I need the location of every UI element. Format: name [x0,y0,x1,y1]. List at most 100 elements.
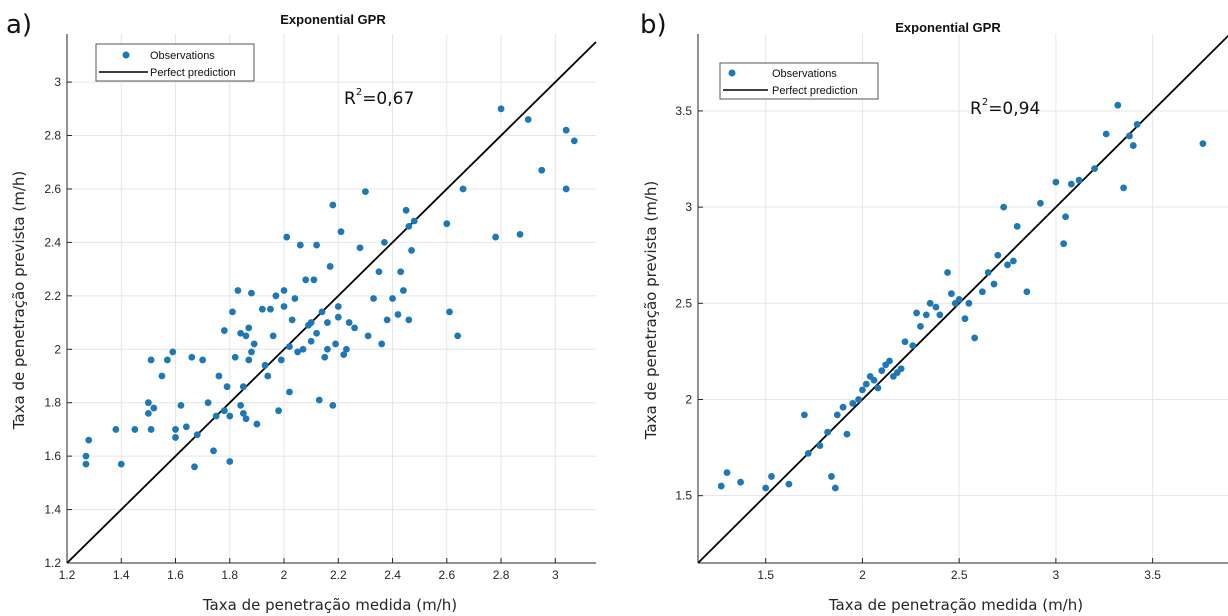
observation-point [177,401,185,409]
observation-point [1000,203,1008,211]
observation-point [913,309,921,317]
x-tick-label: 2.2 [330,568,347,582]
panel-b-label: b) [640,10,667,40]
observation-point [524,116,532,123]
observation-point [443,220,451,228]
observation-point [296,241,304,249]
observation-point [402,206,410,214]
perfect-prediction-line-layer [697,34,1228,564]
observation-point [1013,222,1021,230]
observation-point [277,356,285,364]
observation-point [862,380,870,388]
observation-point [261,361,269,369]
observation-point [117,460,125,468]
plot-background [67,34,596,563]
observation-point [397,268,405,276]
observation-point [239,409,247,417]
observation-point [405,222,413,230]
observation-point [302,276,310,284]
observation-point [926,299,934,307]
observation-point [971,334,979,342]
observation-point [258,305,266,313]
y-tick-label: 3.5 [675,104,692,118]
perfect-prediction-line [66,41,597,564]
observation-point [269,332,277,340]
legend-perfect-label: Perfect prediction [772,85,858,97]
observation-point [324,319,331,326]
observation-point [85,436,93,444]
observation-point [307,337,315,345]
observation-point [144,399,152,407]
observation-point [172,426,179,433]
observation-point [234,287,242,294]
observation-point [172,434,179,441]
observation-point [286,343,293,350]
observation-point [313,329,320,337]
observation-point [1062,213,1069,221]
observation-point [1067,180,1075,188]
observation-point [399,287,407,294]
observation-point [313,241,320,249]
observation-point [405,316,413,324]
observation-point [193,431,201,439]
observation-point [1023,288,1031,296]
observation-point [370,295,377,302]
observation-point [147,356,155,364]
observation-point [936,311,944,319]
chart-b: Exponential GPR 1.5 2 2.5 3 3.5 1.522.533.5 … [642,20,1228,614]
observation-point [310,276,318,284]
observation-point [990,280,998,288]
observations-points [717,101,1207,492]
observation-point [318,308,326,316]
observation-point [324,345,331,353]
observation-point [147,426,155,433]
observation-point [375,268,383,276]
observation-point [326,263,334,270]
observation-point [831,484,839,492]
y-tick-label: 2 [685,392,692,406]
observation-point [562,185,570,193]
observation-point [294,348,301,356]
observation-point [334,303,342,310]
observation-point [562,126,570,134]
y-tick-label: 2 [54,342,61,356]
observation-point [163,356,171,364]
observation-point [82,452,90,460]
observation-point [212,412,220,420]
observation-point [1009,257,1017,265]
observation-point [874,384,882,392]
observation-point [237,401,245,409]
chart-a: Exponential GPR 1.2 1.4 1.6 1.8 2 2.2 2.4 2.6 2.… [10,12,597,614]
observation-point [239,383,247,391]
observation-point [1199,140,1207,148]
r2-annotation: R2=0,94 [970,97,1040,119]
observation-point [859,386,866,394]
observation-point [82,460,90,468]
observation-point [332,340,339,348]
observation-point [828,473,835,480]
legend-observations-label: Observations [150,50,215,62]
observation-point [329,201,337,209]
observation-point [245,356,253,364]
observation-point [955,296,963,303]
observation-point [804,449,812,457]
observation-point [984,269,992,276]
x-tick-label: 1.2 [59,568,76,582]
observation-point [321,353,329,361]
observation-point [1052,178,1060,186]
x-tick-labels: 1.5 2 2.5 3 3.5 [757,568,1161,582]
observation-point [917,322,924,330]
observation-point [283,233,291,241]
x-tick-label: 1.8 [221,568,238,582]
observation-point [1133,121,1141,128]
observation-point [220,327,228,334]
observation-point [994,251,1002,259]
observation-point [280,287,288,294]
y-tick-label: 1.6 [44,449,61,463]
observation-point [1126,132,1133,140]
observation-point [570,137,578,145]
observation-point [264,372,272,380]
observation-point [1102,130,1110,138]
x-tick-label: 2.6 [438,568,455,582]
observation-point [340,351,348,359]
